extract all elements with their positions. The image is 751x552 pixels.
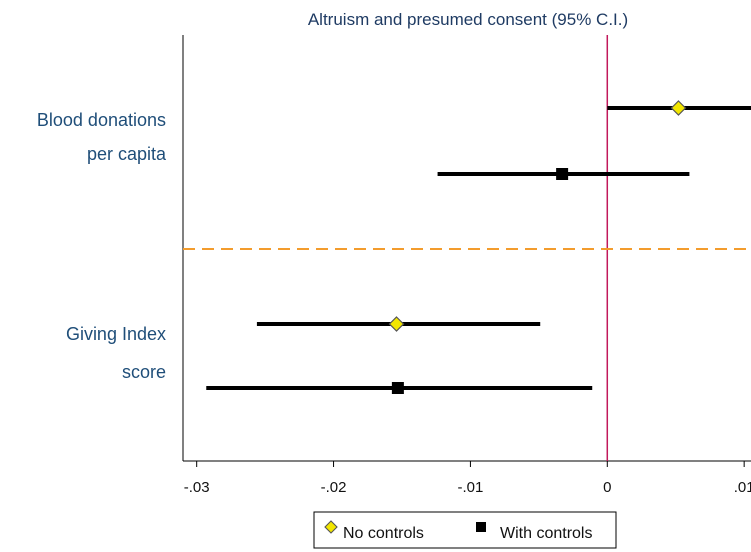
diamond-marker: [671, 101, 685, 115]
x-tick-label: 0: [603, 479, 611, 496]
x-tick-label: .01: [734, 479, 751, 496]
x-axis-ticks: -.03 -.02 -.01 0 .01: [184, 461, 751, 496]
x-tick-label: -.01: [457, 479, 483, 496]
x-tick-label: -.02: [321, 479, 347, 496]
x-tick-label: -.03: [184, 479, 210, 496]
legend-label-no-controls: No controls: [343, 525, 424, 542]
group-label-line: score: [122, 362, 166, 382]
diamond-marker: [390, 317, 404, 331]
point-estimates: [390, 101, 686, 394]
legend-square-icon: [476, 522, 486, 532]
group-label-line: per capita: [87, 144, 167, 164]
group-label-line: Blood donations: [37, 110, 166, 130]
square-marker: [392, 382, 404, 394]
group-label-line: Giving Index: [66, 324, 166, 344]
square-marker: [556, 168, 568, 180]
chart-title: Altruism and presumed consent (95% C.I.): [308, 10, 628, 29]
group-labels: Blood donations per capita Giving Index sco…: [37, 110, 167, 382]
legend-label-with-controls: With controls: [500, 525, 592, 542]
